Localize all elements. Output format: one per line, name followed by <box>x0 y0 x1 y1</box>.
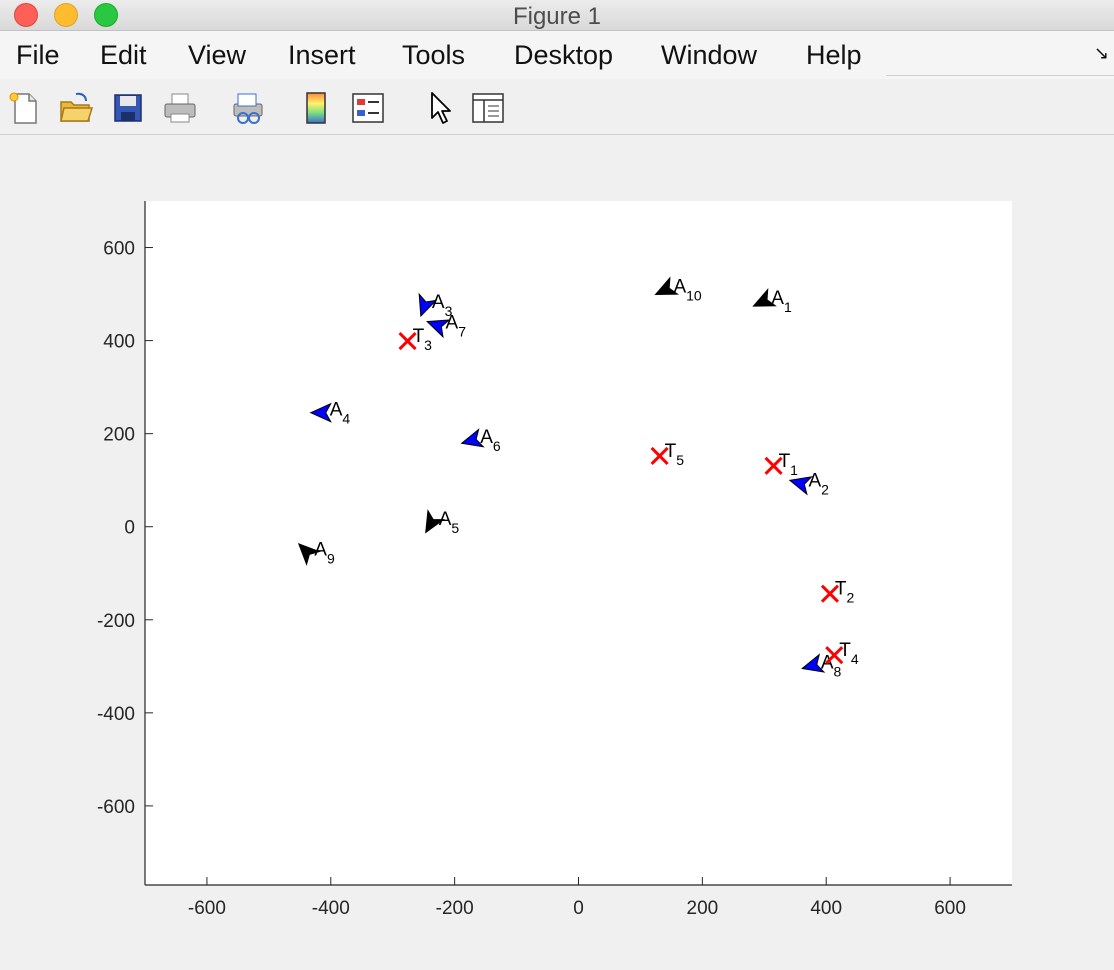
target-label-4: T4 <box>839 640 859 667</box>
menu-insert[interactable]: Insert <box>288 40 356 70</box>
x-tick-label: 200 <box>687 898 719 919</box>
menu-separator <box>886 75 1114 76</box>
close-window-button[interactable] <box>14 3 38 27</box>
agent-label-4: A4 <box>330 400 351 427</box>
window-title: Figure 1 <box>512 3 602 30</box>
agent-marker-2 <box>788 476 813 496</box>
menu-window[interactable]: Window <box>661 40 758 70</box>
menu-help[interactable]: Help <box>806 40 862 70</box>
save-icon[interactable] <box>110 90 146 126</box>
menu-bar: File Edit View Insert Tools Desktop Wind… <box>0 31 1114 79</box>
x-tick-label: -600 <box>188 898 226 919</box>
dock-figure-icon[interactable]: ↘ <box>1094 43 1110 63</box>
agent-label-9: A9 <box>314 539 335 566</box>
y-tick-label: 200 <box>103 425 135 446</box>
y-tick-label: -200 <box>97 611 135 632</box>
print-icon[interactable] <box>162 90 198 126</box>
agent-marker-9 <box>297 542 321 566</box>
open-file-icon[interactable] <box>58 90 94 126</box>
agent-label-10: A10 <box>673 276 701 303</box>
agent-label-3: A3 <box>432 292 453 319</box>
property-editor-icon[interactable] <box>470 90 506 126</box>
target-marker-1-stroke <box>764 456 783 475</box>
agent-marker-6 <box>460 428 485 448</box>
x-tick-label: -200 <box>436 898 474 919</box>
agent-label-6: A6 <box>480 427 501 454</box>
y-tick-label: -600 <box>97 797 135 818</box>
agent-marker-3 <box>418 292 438 318</box>
y-tick-label: 400 <box>103 332 135 353</box>
agent-marker-5 <box>425 509 446 534</box>
menu-edit[interactable]: Edit <box>100 40 147 70</box>
x-tick-label: 600 <box>934 898 966 919</box>
plot-area <box>145 201 1012 885</box>
legend-icon[interactable] <box>350 90 386 126</box>
y-tick-label: 600 <box>103 239 135 260</box>
new-figure-icon[interactable] <box>6 90 42 126</box>
colorbar-icon[interactable] <box>298 90 334 126</box>
target-label-3: T3 <box>413 326 433 353</box>
maximize-window-button[interactable] <box>94 3 118 27</box>
print-preview-icon[interactable] <box>230 90 266 126</box>
scatter-plot[interactable]: -600 -400 -200 0 200 400 600 -600 -400 -200 0 200 40… <box>0 135 1114 970</box>
window-titlebar: Figure 1 <box>0 0 1114 31</box>
target-marker-5-stroke <box>650 446 669 466</box>
menu-desktop[interactable]: Desktop <box>514 40 614 70</box>
agent-label-7: A7 <box>446 313 467 340</box>
menu-view[interactable]: View <box>188 40 247 70</box>
target-label-5: T5 <box>665 441 685 468</box>
agent-label-1: A1 <box>771 288 792 315</box>
figure-canvas: -600 -400 -200 0 200 400 600 -600 -400 -200 0 200 40… <box>0 135 1114 970</box>
agent-marker-8 <box>801 653 826 673</box>
menu-tools[interactable]: Tools <box>402 40 466 70</box>
figure-toolbar <box>0 80 1114 135</box>
agent-marker-4 <box>309 402 332 423</box>
agent-marker-7 <box>426 319 451 339</box>
agent-label-2: A2 <box>808 470 829 497</box>
agent-label-5: A5 <box>439 509 460 536</box>
x-tick-label: -400 <box>312 898 350 919</box>
target-label-2: T2 <box>835 579 855 606</box>
x-tick-label: 400 <box>810 898 842 919</box>
target-marker-3-stroke <box>398 331 417 351</box>
menu-file[interactable]: File <box>16 40 60 70</box>
agent-marker-10 <box>654 276 680 295</box>
target-marker-4-stroke <box>825 646 844 665</box>
target-label-1: T1 <box>779 451 799 478</box>
target-marker-2-stroke <box>820 584 839 603</box>
y-tick-label: -400 <box>97 704 135 725</box>
pointer-icon[interactable] <box>422 90 458 126</box>
minimize-window-button[interactable] <box>54 3 78 27</box>
y-tick-label: 0 <box>124 518 135 539</box>
agent-marker-1 <box>752 288 777 307</box>
x-tick-label: 0 <box>573 898 584 919</box>
